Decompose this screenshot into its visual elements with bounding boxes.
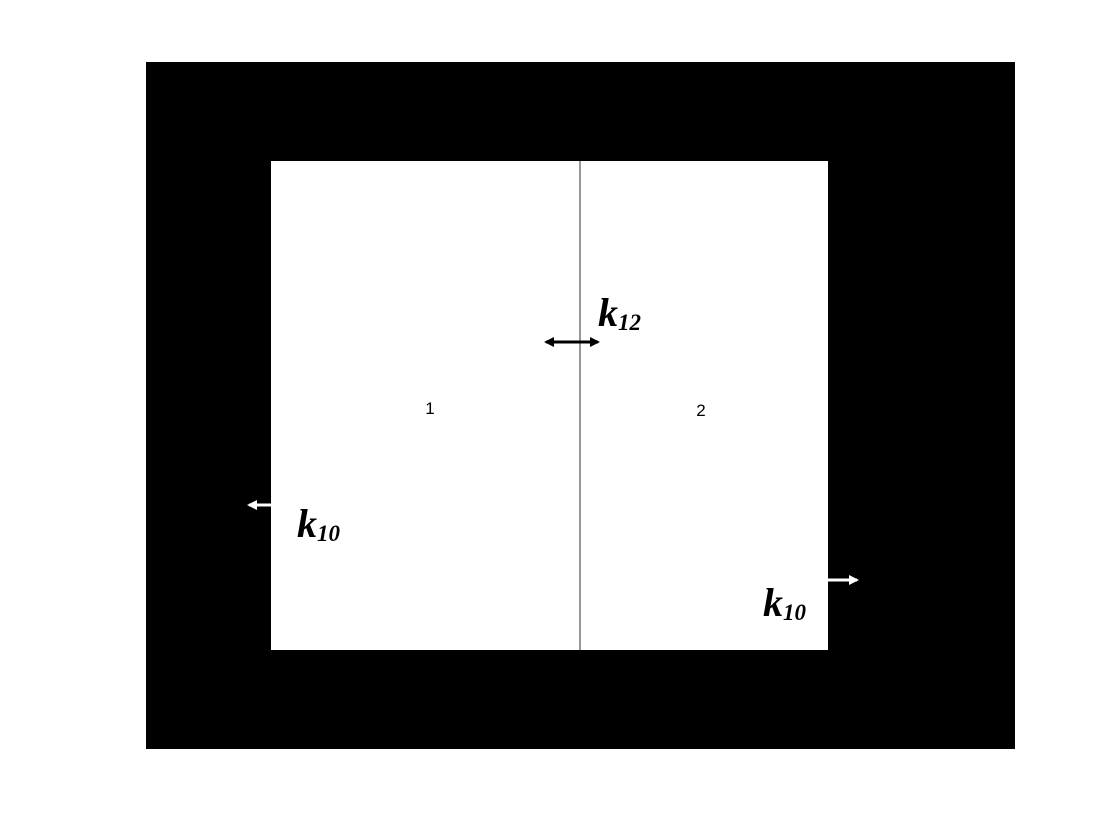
left-k10-label: k10 (297, 501, 341, 546)
right-k10-label: k10 (763, 580, 807, 625)
compartment-1-label: 1 (425, 399, 434, 418)
inner-system (271, 161, 828, 650)
k12-label: k12 (598, 290, 641, 335)
compartment-2-label: 2 (696, 401, 705, 420)
